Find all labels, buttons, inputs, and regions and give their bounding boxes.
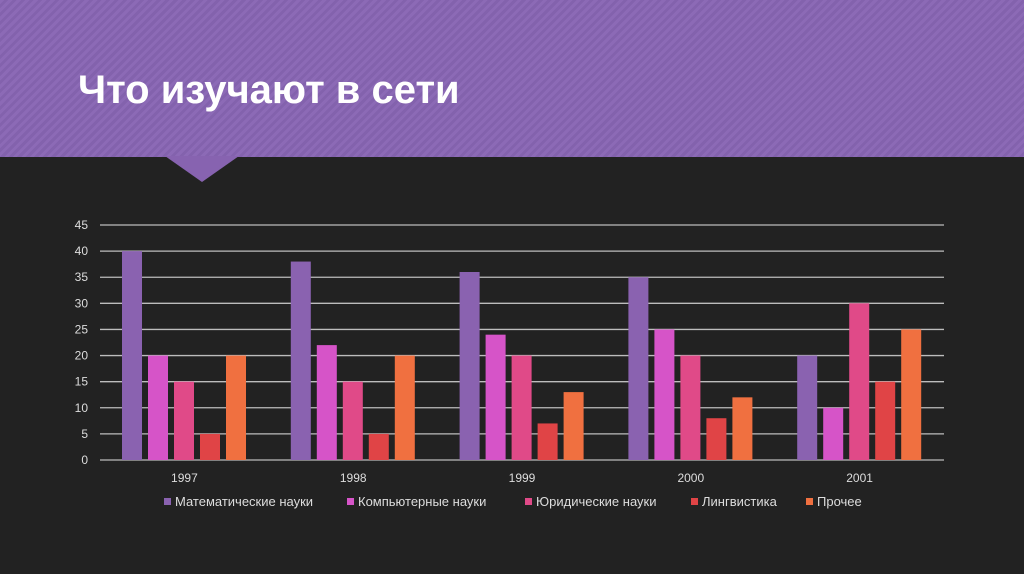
y-tick-label: 15 (75, 375, 89, 389)
bar (628, 277, 649, 460)
bar (485, 334, 506, 460)
legend-item: Лингвистика (691, 494, 777, 509)
bar (459, 272, 480, 460)
bar (316, 345, 337, 460)
bar (654, 329, 675, 460)
legend-item: Юридические науки (525, 494, 656, 509)
legend-label: Прочее (817, 494, 862, 509)
y-tick-label: 0 (81, 453, 88, 467)
x-tick-label: 1998 (340, 471, 367, 485)
legend-swatch (806, 498, 813, 505)
header-notch (165, 156, 239, 182)
bar (200, 433, 220, 460)
legend-item: Прочее (806, 494, 862, 509)
y-tick-label: 5 (81, 427, 88, 441)
bar (823, 407, 844, 460)
legend-swatch (164, 498, 171, 505)
legend-swatch (347, 498, 354, 505)
slide-title: Что изучают в сети (78, 68, 460, 112)
x-tick-label: 1999 (509, 471, 536, 485)
bar (226, 355, 246, 460)
bar (901, 329, 922, 460)
header-band (0, 0, 1024, 157)
bar (511, 355, 532, 460)
legend-label: Компьютерные науки (358, 494, 487, 509)
y-tick-label: 40 (75, 244, 89, 258)
bar (537, 423, 558, 460)
legend-label: Юридические науки (536, 494, 657, 509)
bar (706, 418, 727, 460)
legend-swatch (525, 498, 532, 505)
bar (563, 392, 584, 460)
x-tick-label: 2000 (677, 471, 704, 485)
y-tick-label: 10 (75, 401, 89, 415)
y-tick-label: 25 (75, 322, 89, 336)
legend-item: Математические науки (164, 494, 313, 509)
bar (732, 397, 753, 460)
bar (875, 381, 896, 460)
x-tick-label: 2001 (846, 471, 873, 485)
bar (849, 303, 870, 460)
bar (122, 251, 142, 460)
bar (680, 355, 701, 460)
bar (368, 433, 389, 460)
bar (394, 355, 415, 460)
legend-label: Математические науки (175, 494, 314, 509)
bar (290, 261, 311, 460)
bar (342, 381, 363, 460)
bar (148, 355, 168, 460)
bar (797, 355, 818, 460)
y-tick-label: 20 (75, 349, 89, 363)
legend-swatch (691, 498, 698, 505)
legend-label: Лингвистика (702, 494, 777, 509)
legend-item: Компьютерные науки (347, 494, 486, 509)
x-tick-label: 1997 (171, 471, 198, 485)
bar (174, 381, 194, 460)
y-tick-label: 35 (75, 270, 89, 284)
y-tick-label: 30 (75, 296, 89, 310)
y-tick-label: 45 (75, 218, 89, 232)
